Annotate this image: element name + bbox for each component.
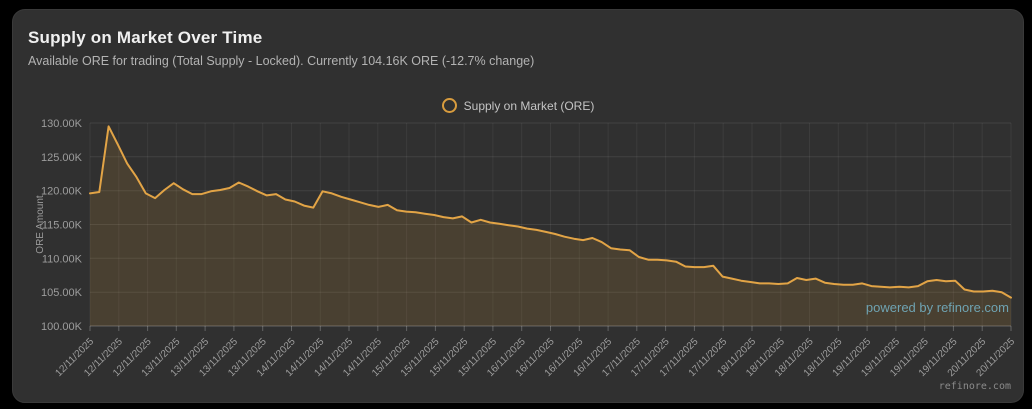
svg-text:105.00K: 105.00K [41, 287, 83, 299]
svg-text:130.00K: 130.00K [41, 118, 83, 130]
svg-text:120.00K: 120.00K [41, 186, 83, 198]
chart-subtitle: Available ORE for trading (Total Supply … [28, 54, 535, 68]
y-axis-labels: 130.00K 125.00K 120.00K 115.00K 110.00K 105.0… [41, 118, 83, 333]
svg-text:125.00K: 125.00K [41, 152, 83, 164]
powered-by-watermark: powered by refinore.com [865, 300, 1009, 315]
chart-canvas: 130.00K 125.00K 120.00K 115.00K 110.00K 105.0… [35, 118, 1017, 379]
svg-text:100.00K: 100.00K [41, 321, 83, 333]
x-axis-labels: 12/11/202512/11/202512/11/202513/11/2025… [53, 326, 1017, 379]
series-line [89, 125, 1012, 299]
page-title: Supply on Market Over Time [28, 28, 263, 47]
series-area [90, 126, 1011, 327]
legend-item-supply-on-market[interactable]: Supply on Market (ORE) [13, 98, 1023, 113]
legend-ring-icon [441, 98, 457, 113]
y-axis-title: ORE Amount [35, 195, 46, 254]
svg-text:115.00K: 115.00K [42, 220, 83, 232]
svg-text:110.00K: 110.00K [42, 253, 83, 265]
chart-card: Supply on Market Over Time Available ORE… [12, 9, 1024, 403]
legend-label: Supply on Market (ORE) [463, 98, 595, 113]
grid-lines [89, 122, 1012, 327]
corner-credit: refinore.com [938, 381, 1011, 392]
